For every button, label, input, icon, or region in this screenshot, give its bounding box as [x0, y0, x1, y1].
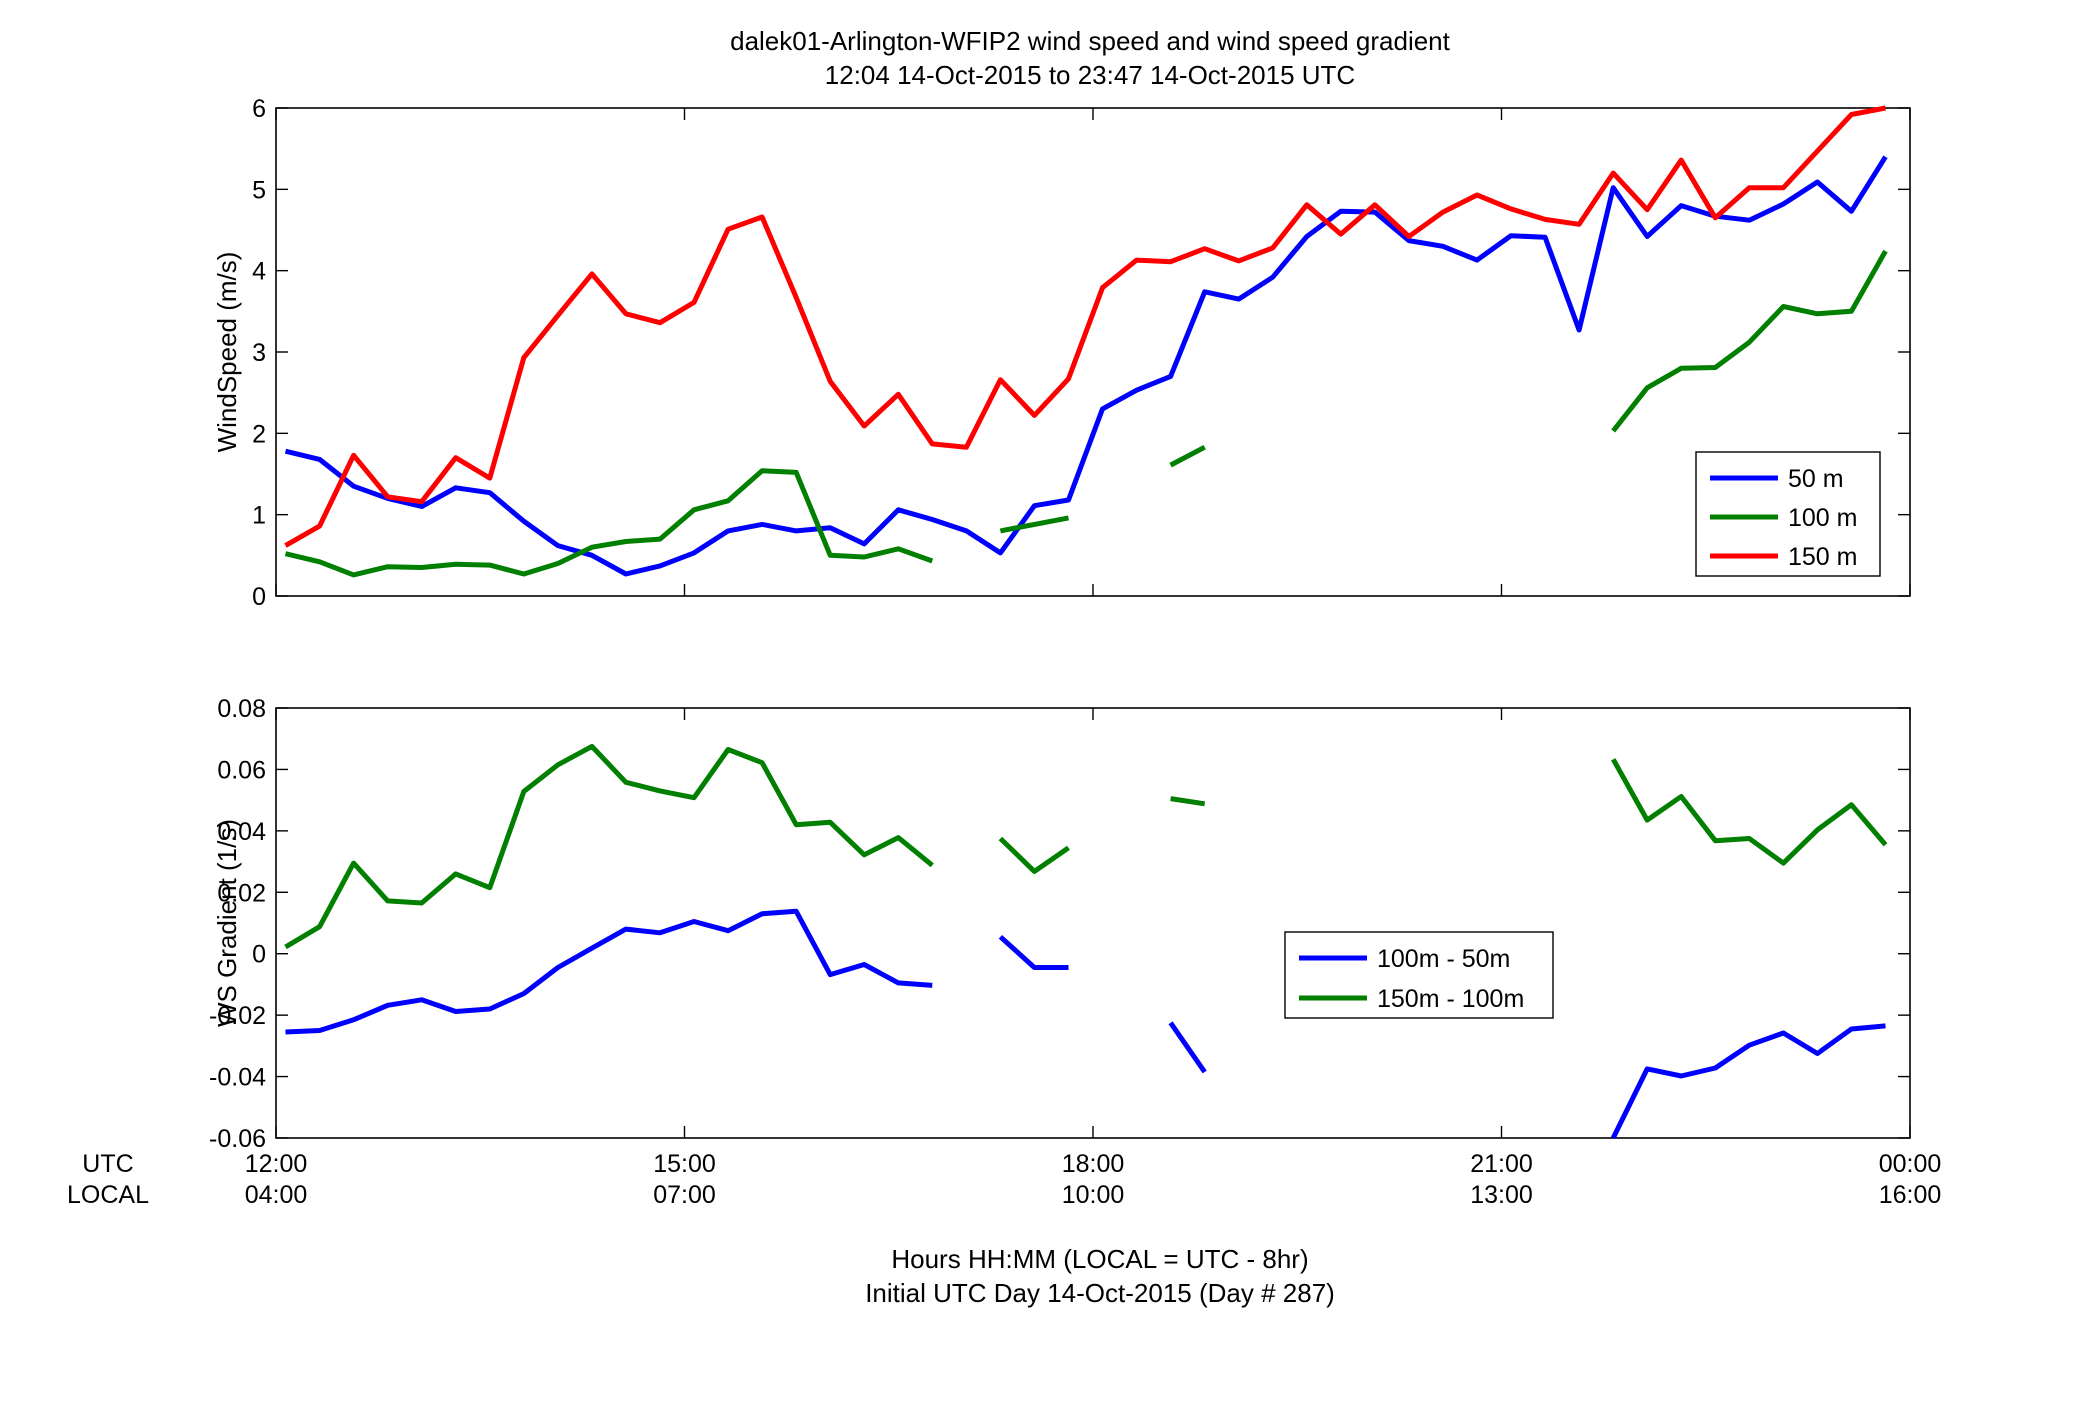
local-row-label: LOCAL [67, 1181, 149, 1209]
utc-tick-label: 12:00 [245, 1150, 308, 1178]
windspeed-series-0-line [284, 155, 1888, 577]
gradient-series-0-line [285, 908, 933, 1035]
gradient-ytick-label: 0.08 [217, 695, 266, 723]
gradient-ytick-label: -0.02 [209, 1002, 266, 1030]
gradient-ytick-label: 0.02 [217, 879, 266, 907]
windspeed-ytick-label: 2 [252, 420, 266, 448]
chart-title-line2: 12:04 14-Oct-2015 to 23:47 14-Oct-2015 U… [825, 60, 1355, 90]
windspeed-legend-label: 150 m [1788, 543, 1857, 571]
windspeed-legend-label: 50 m [1788, 465, 1844, 493]
gradient-ytick-label: 0.06 [217, 756, 266, 784]
gradient-ytick-label: 0.04 [217, 818, 266, 846]
gradient-legend-box [1284, 931, 1554, 1019]
utc-row-label: UTC [82, 1150, 133, 1178]
windspeed-ytick-label: 0 [252, 583, 266, 611]
local-tick-label: 10:00 [1062, 1181, 1125, 1209]
local-tick-label: 07:00 [653, 1181, 716, 1209]
gradient-ytick-label: -0.04 [209, 1064, 266, 1092]
windspeed-ytick-label: 1 [252, 502, 266, 530]
gradient-series-0-line [998, 934, 1069, 970]
utc-tick-label: 18:00 [1062, 1150, 1125, 1178]
x-axis-label-line2: Initial UTC Day 14-Oct-2015 (Day # 287) [865, 1278, 1335, 1308]
gradient-panel: -0.06 -0.04 -0.02 0 0.02 0.04 0.06 0.08 WS Gradi… [209, 695, 1911, 1153]
windspeed-series-1-line [999, 515, 1069, 534]
windspeed-ytick-label: 5 [252, 176, 266, 204]
gradient-legend-label: 100m - 50m [1377, 945, 1510, 973]
windspeed-legend-label: 100 m [1788, 504, 1857, 532]
windspeed-series-1-line [284, 468, 934, 578]
windspeed-ytick-label: 3 [252, 339, 266, 367]
utc-tick-label: 00:00 [1879, 1150, 1942, 1178]
local-tick-label: 13:00 [1470, 1181, 1533, 1209]
local-tick-label: 16:00 [1879, 1181, 1942, 1209]
local-tick-label: 04:00 [245, 1181, 308, 1209]
x-axis-label-line1: Hours HH:MM (LOCAL = UTC - 8hr) [891, 1244, 1308, 1274]
gradient-series-0-line [1610, 1023, 1886, 1140]
windspeed-series-1-line [1611, 249, 1888, 433]
windspeed-series-2-line [284, 105, 1886, 548]
gradient-y-axis-label: WS Gradient (1/s) [212, 819, 242, 1027]
gradient-legend-label: 150m - 100m [1377, 985, 1524, 1013]
gradient-ytick-label: -0.06 [209, 1125, 266, 1153]
windspeed-y-axis-label: WindSpeed (m/s) [212, 252, 242, 453]
x-tick-labels: 12:00 04:00 15:00 07:00 18:00 10:00 21:00 13:00… [245, 1150, 1942, 1209]
utc-tick-label: 15:00 [653, 1150, 716, 1178]
windspeed-ytick-label: 6 [252, 95, 266, 123]
gradient-series-1-line [1170, 796, 1206, 807]
chart-title-line1: dalek01-Arlington-WFIP2 wind speed and w… [730, 26, 1451, 56]
windspeed-panel: 0 1 2 3 4 5 6 WindSpeed (m/s) 50 m 100 m 150 m [212, 95, 1911, 611]
windspeed-ytick-label: 4 [252, 258, 266, 286]
utc-tick-label: 21:00 [1470, 1150, 1533, 1178]
gradient-series-1-line [284, 743, 934, 950]
windspeed-series-1-line [1169, 444, 1206, 468]
gradient-series-1-line [1611, 758, 1888, 866]
gradient-ytick-label: 0 [252, 941, 266, 969]
gradient-series-1-line [998, 836, 1070, 874]
gradient-series-0-line [1168, 1021, 1207, 1074]
